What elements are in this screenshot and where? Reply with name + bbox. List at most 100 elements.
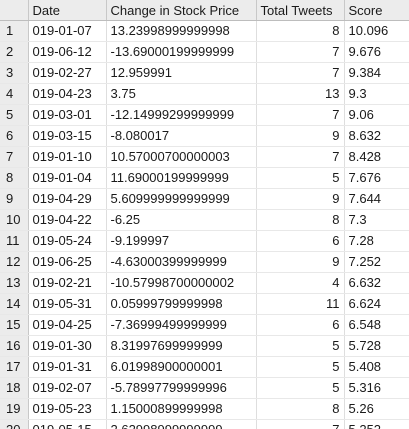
column-header-date[interactable]: Date: [28, 0, 107, 21]
score-cell[interactable]: 7.3: [344, 209, 409, 231]
date-cell[interactable]: 019-04-29: [28, 188, 107, 210]
date-cell[interactable]: 019-03-15: [28, 125, 107, 147]
row-index-cell[interactable]: 3: [0, 62, 29, 84]
score-cell[interactable]: 8.632: [344, 125, 409, 147]
date-cell[interactable]: 019-04-22: [28, 209, 107, 231]
date-cell[interactable]: 019-01-10: [28, 146, 107, 168]
total-tweets-cell[interactable]: 7: [256, 41, 345, 63]
row-index-cell[interactable]: 2: [0, 41, 29, 63]
table-row[interactable]: 7 019-01-10 10.57000700000003 7 8.428: [0, 146, 409, 168]
table-row[interactable]: 18 019-02-07 -5.78997799999996 5 5.316: [0, 377, 409, 399]
total-tweets-cell[interactable]: 11: [256, 293, 345, 315]
table-row[interactable]: 1 019-01-07 13.23998999999998 8 10.096: [0, 20, 409, 42]
row-index-cell[interactable]: 9: [0, 188, 29, 210]
score-cell[interactable]: 6.548: [344, 314, 409, 336]
row-index-cell[interactable]: 18: [0, 377, 29, 399]
row-index-cell[interactable]: 1: [0, 20, 29, 42]
total-tweets-cell[interactable]: 8: [256, 398, 345, 420]
date-cell[interactable]: 019-01-30: [28, 335, 107, 357]
row-index-cell[interactable]: 17: [0, 356, 29, 378]
change-in-stock-price-cell[interactable]: -10.57998700000002: [106, 272, 257, 294]
score-cell[interactable]: 9.3: [344, 83, 409, 105]
score-cell[interactable]: 8.428: [344, 146, 409, 168]
change-in-stock-price-cell[interactable]: 0.05999799999998: [106, 293, 257, 315]
date-cell[interactable]: 019-05-23: [28, 398, 107, 420]
date-cell[interactable]: 019-03-01: [28, 104, 107, 126]
total-tweets-cell[interactable]: 13: [256, 83, 345, 105]
total-tweets-cell[interactable]: 5: [256, 356, 345, 378]
change-in-stock-price-cell[interactable]: -7.36999499999999: [106, 314, 257, 336]
row-index-cell[interactable]: 14: [0, 293, 29, 315]
score-cell[interactable]: 7.252: [344, 251, 409, 273]
score-cell[interactable]: 7.644: [344, 188, 409, 210]
date-cell[interactable]: 019-04-23: [28, 83, 107, 105]
table-row[interactable]: 9 019-04-29 5.609999999999999 9 7.644: [0, 188, 409, 210]
table-row[interactable]: 8 019-01-04 11.69000199999999 5 7.676: [0, 167, 409, 189]
row-index-cell[interactable]: 8: [0, 167, 29, 189]
row-index-cell[interactable]: 12: [0, 251, 29, 273]
change-in-stock-price-cell[interactable]: 11.69000199999999: [106, 167, 257, 189]
date-cell[interactable]: 019-02-07: [28, 377, 107, 399]
total-tweets-cell[interactable]: 7: [256, 62, 345, 84]
change-in-stock-price-cell[interactable]: 10.57000700000003: [106, 146, 257, 168]
date-cell[interactable]: 019-01-04: [28, 167, 107, 189]
change-in-stock-price-cell[interactable]: 1.15000899999998: [106, 398, 257, 420]
date-cell[interactable]: 019-01-07: [28, 20, 107, 42]
row-index-cell[interactable]: 4: [0, 83, 29, 105]
table-row[interactable]: 13 019-02-21 -10.57998700000002 4 6.632: [0, 272, 409, 294]
score-cell[interactable]: 9.676: [344, 41, 409, 63]
row-index-cell[interactable]: 5: [0, 104, 29, 126]
change-in-stock-price-cell[interactable]: -12.14999299999999: [106, 104, 257, 126]
date-cell[interactable]: 019-02-21: [28, 272, 107, 294]
total-tweets-cell[interactable]: 7: [256, 146, 345, 168]
date-cell[interactable]: 019-06-25: [28, 251, 107, 273]
change-in-stock-price-cell[interactable]: 13.23998999999998: [106, 20, 257, 42]
date-cell[interactable]: 019-05-15: [28, 419, 107, 429]
total-tweets-cell[interactable]: 9: [256, 125, 345, 147]
table-row[interactable]: 11 019-05-24 -9.199997 6 7.28: [0, 230, 409, 252]
date-cell[interactable]: 019-05-31: [28, 293, 107, 315]
date-cell[interactable]: 019-01-31: [28, 356, 107, 378]
table-row[interactable]: 10 019-04-22 -6.25 8 7.3: [0, 209, 409, 231]
score-cell[interactable]: 5.728: [344, 335, 409, 357]
table-row[interactable]: 20019-05-152.6299899999999975.252: [0, 419, 409, 429]
table-row[interactable]: 6 019-03-15 -8.080017 9 8.632: [0, 125, 409, 147]
row-index-cell[interactable]: 13: [0, 272, 29, 294]
total-tweets-cell[interactable]: 4: [256, 272, 345, 294]
score-cell[interactable]: 5.408: [344, 356, 409, 378]
change-in-stock-price-cell[interactable]: -5.78997799999996: [106, 377, 257, 399]
score-cell[interactable]: 6.632: [344, 272, 409, 294]
date-cell[interactable]: 019-05-24: [28, 230, 107, 252]
change-in-stock-price-cell[interactable]: 2.62998999999999: [106, 419, 257, 429]
row-index-cell[interactable]: 15: [0, 314, 29, 336]
change-in-stock-price-cell[interactable]: 12.959991: [106, 62, 257, 84]
score-cell[interactable]: 7.676: [344, 167, 409, 189]
date-cell[interactable]: 019-04-25: [28, 314, 107, 336]
column-header-change-in-stock-price[interactable]: Change in Stock Price: [106, 0, 257, 21]
row-index-cell[interactable]: 6: [0, 125, 29, 147]
score-cell[interactable]: 5.252: [344, 419, 409, 429]
change-in-stock-price-cell[interactable]: -6.25: [106, 209, 257, 231]
table-row[interactable]: 16 019-01-30 8.31997699999999 5 5.728: [0, 335, 409, 357]
total-tweets-cell[interactable]: 8: [256, 209, 345, 231]
change-in-stock-price-cell[interactable]: -9.199997: [106, 230, 257, 252]
total-tweets-cell[interactable]: 5: [256, 167, 345, 189]
score-cell[interactable]: 5.26: [344, 398, 409, 420]
row-index-cell[interactable]: 20: [0, 419, 29, 429]
score-cell[interactable]: 5.316: [344, 377, 409, 399]
row-index-cell[interactable]: 10: [0, 209, 29, 231]
table-row[interactable]: 3 019-02-27 12.959991 7 9.384: [0, 62, 409, 84]
score-cell[interactable]: 10.096: [344, 20, 409, 42]
table-row[interactable]: 4 019-04-23 3.75 13 9.3: [0, 83, 409, 105]
row-index-cell[interactable]: 7: [0, 146, 29, 168]
total-tweets-cell[interactable]: 9: [256, 188, 345, 210]
row-index-cell[interactable]: 11: [0, 230, 29, 252]
change-in-stock-price-cell[interactable]: -13.69000199999999: [106, 41, 257, 63]
table-row[interactable]: 12 019-06-25 -4.63000399999999 9 7.252: [0, 251, 409, 273]
table-row[interactable]: 15 019-04-25 -7.36999499999999 6 6.548: [0, 314, 409, 336]
change-in-stock-price-cell[interactable]: 5.609999999999999: [106, 188, 257, 210]
total-tweets-cell[interactable]: 7: [256, 419, 345, 429]
change-in-stock-price-cell[interactable]: -8.080017: [106, 125, 257, 147]
table-row[interactable]: 17 019-01-31 6.01998900000001 5 5.408: [0, 356, 409, 378]
change-in-stock-price-cell[interactable]: -4.63000399999999: [106, 251, 257, 273]
